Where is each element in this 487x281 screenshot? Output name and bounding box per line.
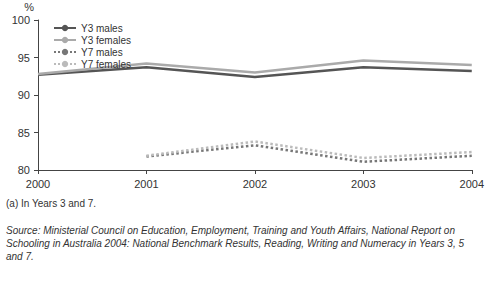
svg-text:Y7 females: Y7 females xyxy=(81,59,131,70)
svg-text:Y3 females: Y3 females xyxy=(81,35,131,46)
svg-text:100: 100 xyxy=(12,14,30,26)
svg-text:2000: 2000 xyxy=(26,178,50,190)
svg-text:2001: 2001 xyxy=(134,178,158,190)
svg-text:2003: 2003 xyxy=(351,178,375,190)
svg-text:95: 95 xyxy=(18,52,30,64)
svg-text:2002: 2002 xyxy=(243,178,267,190)
svg-text:2004: 2004 xyxy=(460,178,484,190)
svg-text:Source: Ministerial Council on: Source: Ministerial Council on Education… xyxy=(6,225,458,236)
svg-text:(a) In Years 3 and 7.: (a) In Years 3 and 7. xyxy=(6,198,96,209)
svg-text:Schooling in Australia 2004: N: Schooling in Australia 2004: National Be… xyxy=(6,238,467,249)
svg-text:Y3 males: Y3 males xyxy=(81,23,123,34)
svg-text:and 7.: and 7. xyxy=(6,251,34,262)
svg-text:85: 85 xyxy=(18,127,30,139)
svg-text:%: % xyxy=(24,1,34,13)
svg-text:80: 80 xyxy=(18,164,30,176)
svg-text:90: 90 xyxy=(18,89,30,101)
svg-text:Y7 males: Y7 males xyxy=(81,47,123,58)
